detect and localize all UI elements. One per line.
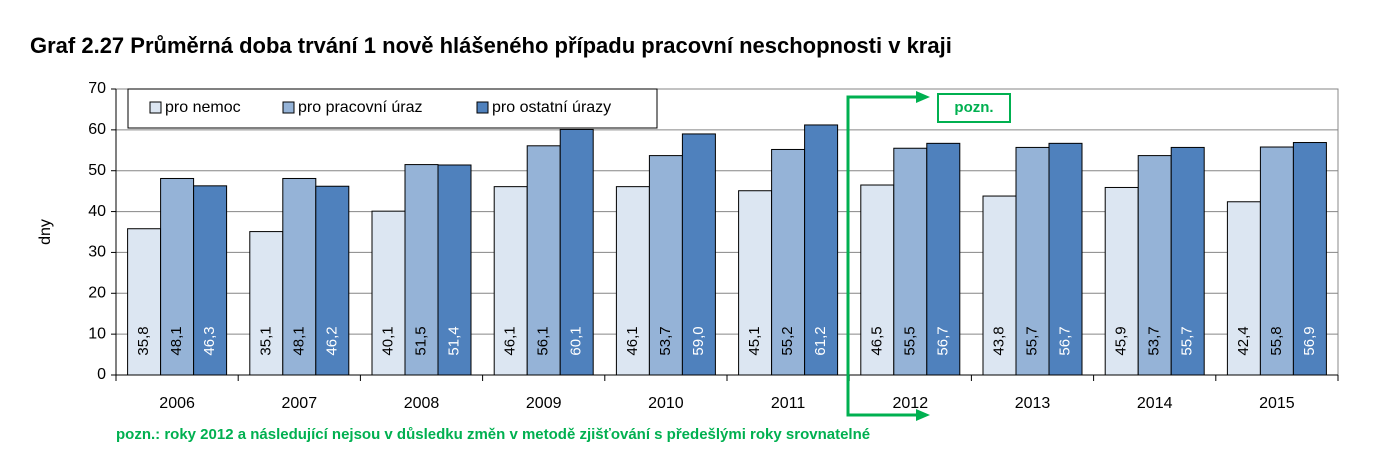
value-label: 55,8 [1268,326,1285,355]
bar [437,164,472,376]
chart-title: Graf 2.27 Průměrná doba trvání 1 nově hl… [30,33,952,58]
value-label: 42,4 [1235,326,1252,355]
annotation: pozn. [954,99,993,116]
value-label: 53,7 [1146,326,1163,355]
bar [681,133,716,376]
legend-swatch [149,101,162,114]
bar [1170,146,1205,376]
bar [559,128,594,376]
arrow-head [916,91,930,103]
legend-label: pro pracovní úraz [298,99,423,116]
value-label: 46,3 [201,326,218,355]
bar [315,185,350,376]
bar [160,177,195,376]
value-label: 48,1 [290,326,307,355]
value-label: 55,7 [1023,326,1040,355]
bar [893,147,928,376]
y-tick-label: 40 [88,203,106,220]
annotation-arrows [846,91,1011,421]
value-label: 56,1 [535,326,552,355]
legend-swatch [282,101,295,114]
value-label: 55,5 [901,326,918,355]
legend-label: pro ostatní úrazy [492,99,611,116]
bar [193,185,228,376]
legend: pro nemoc pro pracovní úraz pro ostatní úr… [149,99,611,116]
y-tick-label: 0 [97,366,106,383]
value-label: 40,1 [379,326,396,355]
bar [282,177,317,376]
bar [860,184,895,376]
value-label: 45,9 [1113,326,1130,355]
value-label: 53,7 [657,326,674,355]
y-axis-label: dny [37,219,54,245]
value-label: 51,4 [445,326,462,355]
value-label: 55,7 [1179,326,1196,355]
value-label: 60,1 [568,326,585,355]
legend-box [127,88,658,129]
legend-label: pro nemoc [165,99,241,116]
value-label: 61,2 [812,326,829,355]
x-tick-label: 2010 [648,395,684,412]
value-label: 55,2 [779,326,796,355]
x-tick-label: 2012 [893,395,929,412]
x-tick-label: 2015 [1259,395,1295,412]
x-tick-label: 2008 [404,395,440,412]
value-label: 46,1 [502,326,519,355]
annotation-line [846,95,925,417]
x-tick-label: 2011 [771,395,806,412]
value-label: 46,2 [323,326,340,355]
bar [1292,142,1327,376]
y-tick-label: 10 [88,325,106,342]
y-tick-label: 20 [88,285,106,302]
x-tick-label: 2006 [159,395,195,412]
value-label: 56,7 [934,326,951,355]
value-label: 59,0 [690,326,707,355]
x-tick-label: 2009 [526,395,562,412]
plot-area: 0 10 20 30 40 50 60 70 35,8 35,1 40,1 46,1 46,1 45,1 4… [88,80,1339,412]
value-label: 48,1 [168,326,185,355]
value-label: 43,8 [990,326,1007,355]
x-tick-label: 2007 [282,395,318,412]
value-label: 46,5 [868,326,885,355]
bar [493,186,528,376]
footnote: pozn.: roky 2012 a následující nejsou v … [116,426,870,443]
x-tick-label: 2014 [1137,395,1173,412]
legend-swatch [476,101,489,114]
bar [1015,146,1050,376]
bar [249,231,284,376]
bar [1048,142,1083,376]
annotation-box [937,93,1011,123]
value-label: 51,5 [412,326,429,355]
bar [926,142,961,376]
bar [1259,146,1294,376]
value-label: 56,7 [1056,326,1073,355]
value-label: 56,9 [1301,326,1318,355]
y-tick-label: 30 [88,244,106,261]
bar [1137,155,1172,376]
bar [738,190,773,376]
value-label: 35,8 [135,326,152,355]
x-tick-label: 2013 [1015,395,1051,412]
value-label: 35,1 [257,326,274,355]
bar [982,195,1017,376]
arrow-head [916,409,930,421]
value-label: 45,1 [746,326,763,355]
y-tick-label: 70 [88,80,106,97]
bar [371,210,406,376]
y-tick-label: 50 [88,162,106,179]
bar [804,124,839,376]
value-label: 46,1 [624,326,641,355]
y-tick-label: 60 [88,121,106,138]
